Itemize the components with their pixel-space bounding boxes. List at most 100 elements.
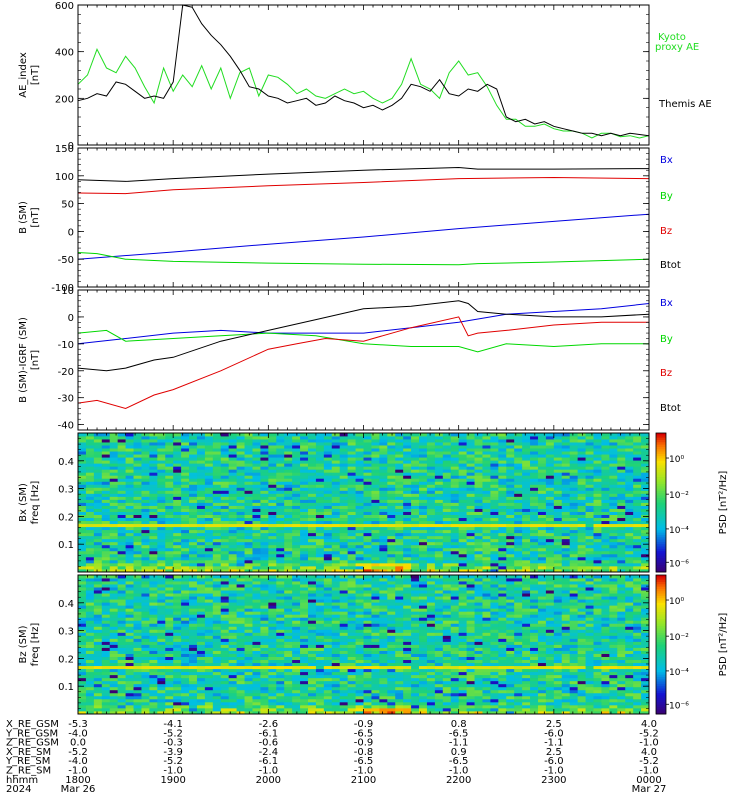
- spectrogram-cell: [109, 496, 119, 500]
- spectrogram-cell: [466, 454, 475, 458]
- spectrogram-cell: [490, 481, 499, 485]
- spectrogram-cell: [284, 707, 293, 712]
- spectrogram-cell: [355, 469, 364, 473]
- spectrogram-cell: [141, 683, 150, 688]
- spectrogram-cell: [347, 487, 356, 491]
- spectrogram-cell: [196, 553, 206, 558]
- spectrogram-cell: [363, 562, 372, 567]
- spectrogram-cell: [315, 523, 325, 528]
- spectrogram-cell: [363, 484, 372, 488]
- spectrogram-cell: [323, 686, 333, 691]
- spectrogram-cell: [379, 529, 388, 534]
- spectrogram-cell: [537, 544, 547, 549]
- spectrogram-cell: [363, 683, 372, 688]
- spectrogram-cell: [339, 544, 349, 549]
- spectrogram-cell: [212, 451, 222, 455]
- spectrogram-cell: [355, 683, 364, 688]
- spectrogram-cell: [403, 677, 412, 682]
- spectrogram-cell: [181, 454, 190, 458]
- spectrogram-cell: [434, 511, 444, 515]
- spectrogram-cell: [125, 698, 134, 703]
- spectrogram-cell: [347, 535, 356, 540]
- spectrogram-cell: [466, 481, 475, 485]
- spectrogram-cell: [339, 520, 349, 525]
- spectrogram-cell: [165, 463, 174, 467]
- spectrogram-cell: [617, 695, 626, 700]
- spectrogram-cell: [244, 550, 253, 555]
- spectrogram-cell: [522, 466, 531, 470]
- spectrogram-cell: [93, 517, 103, 522]
- spectrogram-cell: [498, 487, 507, 491]
- spectrogram-cell: [450, 710, 460, 715]
- spectrogram-cell: [149, 505, 158, 509]
- spectrogram-cell: [189, 562, 198, 567]
- spectrogram-cell: [482, 538, 491, 543]
- spectrogram-cell: [545, 463, 555, 467]
- colorbar-cell: [656, 442, 666, 446]
- spectrogram-cell: [419, 475, 428, 479]
- spectrogram-cell: [189, 439, 198, 443]
- spectrogram-cell: [347, 451, 356, 455]
- spectrogram-cell: [585, 520, 594, 525]
- spectrogram-cell: [315, 439, 325, 443]
- spectrogram-cell: [268, 701, 277, 706]
- spectrogram-cell: [537, 472, 547, 476]
- spectrogram-cell: [585, 475, 594, 479]
- spectrogram-cell: [379, 677, 388, 682]
- spectrogram-cell: [363, 556, 372, 561]
- spectrogram-cell: [641, 448, 650, 452]
- spectrogram-cell: [426, 541, 436, 546]
- spectrogram-cell: [609, 538, 618, 543]
- spectrogram-cell: [379, 689, 388, 694]
- spectrogram-cell: [609, 496, 618, 500]
- spectrogram-cell: [85, 710, 95, 715]
- spectrogram-cell: [411, 526, 420, 531]
- spectrogram-cell: [85, 565, 95, 570]
- spectrogram-cell: [474, 541, 483, 546]
- spectrogram-cell: [617, 559, 626, 564]
- spectrogram-cell: [593, 508, 602, 512]
- spectrogram-cell: [403, 562, 412, 567]
- spectrogram-cell: [363, 517, 372, 522]
- spectrogram-cell: [315, 568, 325, 573]
- spectrogram-cell: [307, 499, 317, 503]
- spectrogram-cell: [411, 496, 420, 500]
- spectrogram-cell: [78, 541, 87, 546]
- spectrogram-cell: [514, 568, 523, 573]
- colorbar-cell: [656, 569, 666, 573]
- spectrogram-cell: [617, 439, 626, 443]
- spectrogram-cell: [419, 496, 428, 500]
- spectrogram-cell: [307, 568, 317, 573]
- spectrogram-cell: [339, 692, 349, 697]
- spectrogram-cell: [371, 457, 380, 461]
- spectrogram-cell: [292, 487, 301, 491]
- spectrogram-cell: [641, 493, 650, 497]
- spectrogram-cell: [125, 508, 134, 512]
- spectrogram-cell: [300, 695, 309, 700]
- spectrogram-cell: [355, 445, 364, 449]
- spectrogram-cell: [284, 445, 293, 449]
- spectrogram-cell: [545, 541, 555, 546]
- spectrogram-cell: [601, 568, 610, 573]
- spectrogram-cell: [220, 677, 230, 682]
- spectrogram-cell: [85, 520, 95, 525]
- spectrogram-cell: [133, 493, 142, 497]
- spectrogram-cell: [204, 505, 214, 509]
- spectrogram-cell: [315, 680, 325, 685]
- spectrogram-cell: [244, 511, 253, 515]
- spectrogram-cell: [387, 544, 396, 549]
- spectrogram-cell: [569, 532, 579, 537]
- spectrogram-cell: [212, 683, 222, 688]
- spectrogram-cell: [109, 475, 119, 479]
- spectrogram-cell: [347, 439, 356, 443]
- spectrogram-cell: [85, 568, 95, 573]
- spectrogram-cell: [411, 478, 420, 482]
- spectrogram-cell: [474, 511, 483, 515]
- spectrogram-cell: [315, 451, 325, 455]
- spectrogram-cell: [601, 508, 610, 512]
- spectrogram-cell: [450, 466, 460, 470]
- spectrogram-cell: [577, 487, 586, 491]
- spectrogram-cell: [585, 707, 594, 712]
- spectrogram-cell: [379, 562, 388, 567]
- spectrogram-cell: [411, 457, 420, 461]
